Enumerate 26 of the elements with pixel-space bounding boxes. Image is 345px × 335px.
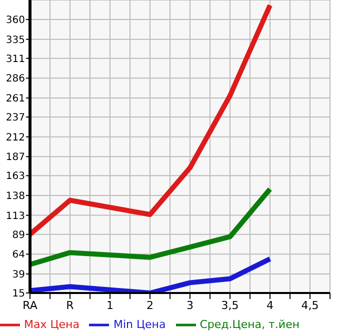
y-tick-label: 261	[6, 94, 25, 105]
x-tick-label: 2	[146, 298, 154, 312]
x-tick-label: 3,5	[221, 298, 239, 312]
y-tick-label: 39	[12, 270, 25, 281]
y-tick-label: 360	[6, 15, 25, 26]
y-tick-label: 335	[6, 34, 25, 46]
legend-label: Сред.Цена, т.йен	[200, 318, 300, 332]
y-tick-label: 237	[6, 112, 25, 124]
y-tick-label: 15	[12, 288, 25, 300]
y-tick-label: 311	[6, 54, 25, 65]
y-tick-label: 163	[6, 171, 25, 182]
x-tick-label: 1	[106, 298, 114, 312]
x-tick-label: 3	[186, 298, 194, 312]
y-tick-label: 286	[6, 74, 25, 85]
y-tick-label: 89	[12, 230, 25, 241]
x-tick-label: 4,5	[301, 298, 319, 312]
legend-label: Max Цена	[24, 318, 80, 332]
x-tick-label: R	[66, 298, 74, 312]
y-tick-label: 113	[6, 210, 25, 222]
legend-label: Min Цена	[113, 318, 166, 332]
y-tick-label: 212	[6, 132, 25, 144]
x-tick-label: RA	[22, 298, 38, 312]
x-tick-label: 4	[266, 298, 274, 312]
y-tick-label: 64	[12, 250, 25, 261]
y-tick-label: 138	[6, 191, 25, 202]
y-tick-label: 187	[6, 152, 25, 164]
